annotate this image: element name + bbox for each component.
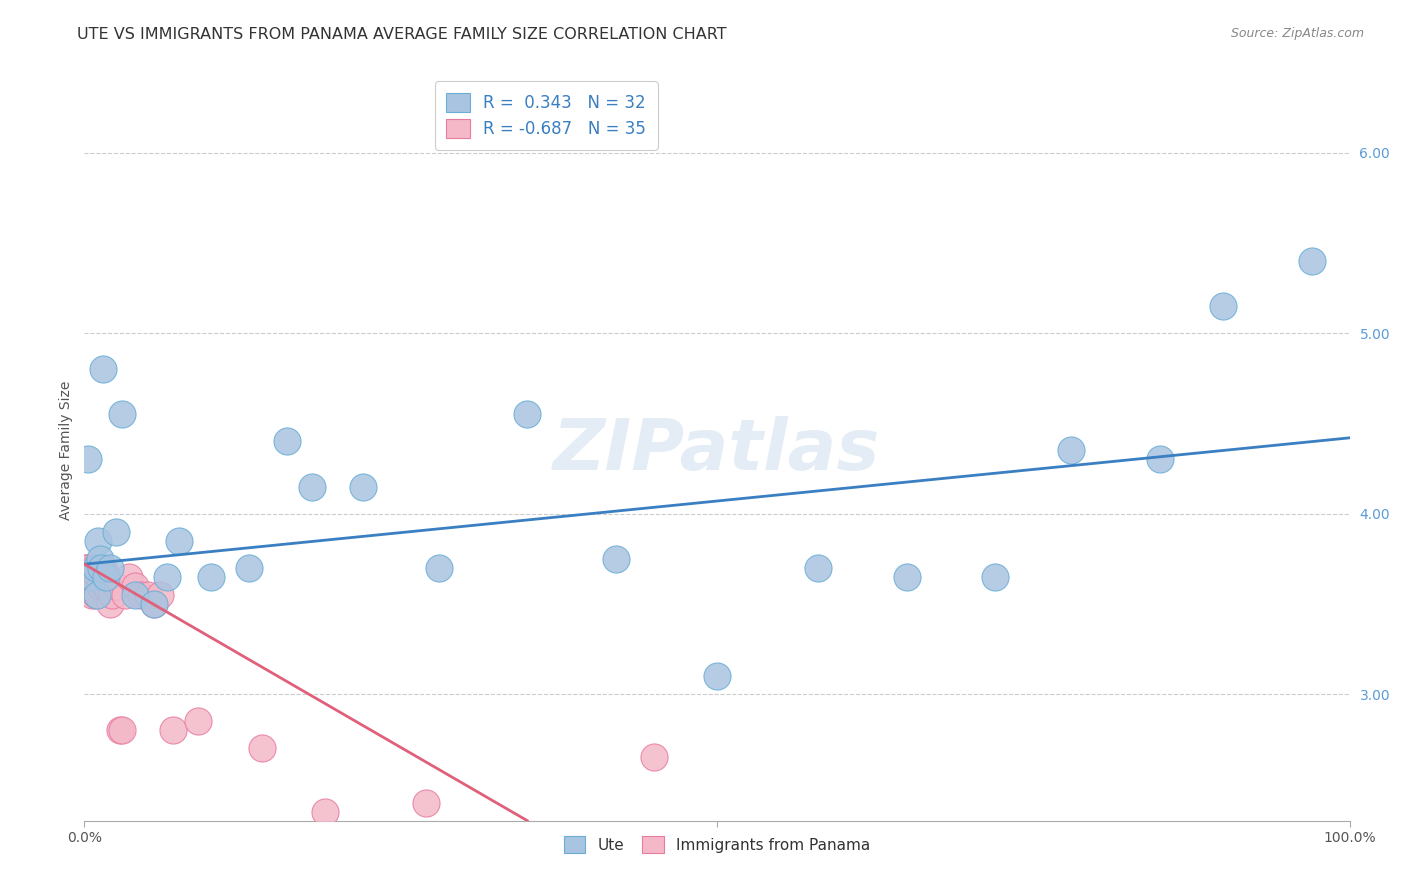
Point [93, 561, 115, 575]
Point [87, 570, 110, 584]
Point [86, 570, 108, 584]
Point [89, 551, 111, 566]
Point [84, 561, 107, 575]
Y-axis label: Average Family Size: Average Family Size [59, 381, 73, 520]
Point [75, 561, 97, 575]
Point [94, 579, 117, 593]
Point [169, 533, 191, 548]
Point [605, 551, 627, 566]
Point [93, 579, 115, 593]
Point [1060, 443, 1083, 458]
Point [807, 561, 830, 575]
Point [108, 723, 131, 738]
Point [118, 570, 141, 584]
Point [87, 533, 110, 548]
Point [984, 570, 1007, 584]
Point [706, 669, 728, 683]
Point [143, 597, 166, 611]
Point [79, 570, 103, 584]
Point [96, 570, 118, 584]
Point [105, 524, 127, 539]
Point [516, 408, 538, 422]
Point [250, 741, 273, 756]
Point [86, 588, 108, 602]
Point [162, 723, 184, 738]
Point [84, 588, 107, 602]
Point [238, 561, 260, 575]
Point [124, 588, 146, 602]
Point [896, 570, 918, 584]
Point [105, 579, 127, 593]
Point [1301, 253, 1323, 268]
Text: ZIPatlas: ZIPatlas [554, 416, 880, 485]
Point [124, 579, 146, 593]
Point [111, 408, 134, 422]
Point [94, 570, 117, 584]
Point [98, 597, 121, 611]
Point [187, 714, 209, 729]
Point [80, 570, 103, 584]
Text: UTE VS IMMIGRANTS FROM PANAMA AVERAGE FAMILY SIZE CORRELATION CHART: UTE VS IMMIGRANTS FROM PANAMA AVERAGE FA… [77, 27, 727, 42]
Point [90, 561, 112, 575]
Point [643, 750, 665, 764]
Legend: Ute, Immigrants from Panama: Ute, Immigrants from Panama [557, 828, 877, 861]
Point [90, 561, 112, 575]
Point [200, 570, 222, 584]
Point [111, 723, 134, 738]
Point [129, 588, 153, 602]
Point [155, 570, 177, 584]
Point [82, 579, 104, 593]
Point [80, 588, 103, 602]
Point [77, 570, 100, 584]
Point [79, 561, 101, 575]
Point [93, 362, 115, 376]
Point [352, 479, 374, 493]
Point [143, 597, 166, 611]
Point [427, 561, 450, 575]
Point [83, 561, 105, 575]
Point [77, 452, 100, 467]
Point [276, 434, 298, 449]
Point [314, 805, 336, 819]
Text: Source: ZipAtlas.com: Source: ZipAtlas.com [1230, 27, 1364, 40]
Point [149, 588, 172, 602]
Point [301, 479, 323, 493]
Point [114, 588, 136, 602]
Point [101, 588, 124, 602]
Point [415, 796, 437, 810]
Point [89, 579, 111, 593]
Point [1212, 299, 1234, 313]
Point [98, 561, 121, 575]
Point [76, 561, 98, 575]
Point [1149, 452, 1171, 467]
Point [136, 588, 159, 602]
